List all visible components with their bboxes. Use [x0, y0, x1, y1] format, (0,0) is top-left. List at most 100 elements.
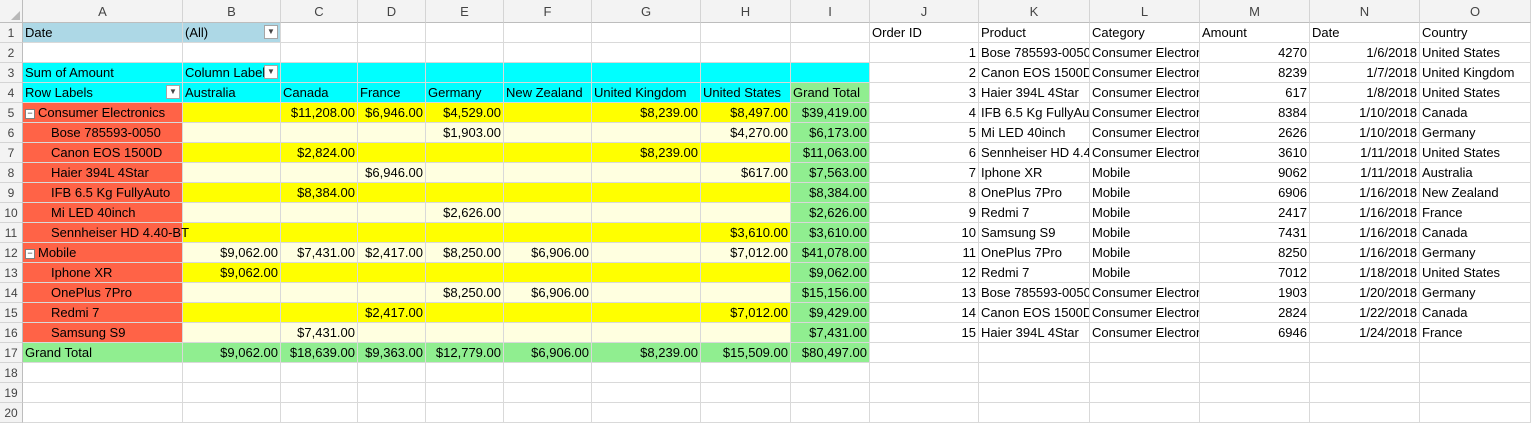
column-header-a[interactable]: A [23, 0, 183, 23]
pivot-row-grand-total[interactable]: $11,063.00 [791, 143, 870, 163]
pivot-header-fill[interactable] [701, 63, 791, 83]
table-header-category[interactable]: Category [1090, 23, 1200, 43]
pivot-value-cell[interactable]: $9,062.00 [183, 263, 281, 283]
pivot-column-grand-total[interactable]: $15,509.00 [701, 343, 791, 363]
grid-cell[interactable] [979, 403, 1090, 423]
row-header-14[interactable]: 14 [0, 283, 23, 303]
pivot-country-header[interactable]: France [358, 83, 426, 103]
filter-dropdown-button[interactable]: ▼ [166, 85, 180, 99]
pivot-value-cell[interactable]: $3,610.00 [701, 223, 791, 243]
table-cell[interactable]: Consumer Electronics [1090, 63, 1200, 83]
pivot-value-cell[interactable] [504, 103, 592, 123]
pivot-value-cell[interactable] [592, 123, 701, 143]
grid-cell[interactable] [1310, 363, 1420, 383]
grid-cell[interactable] [1090, 383, 1200, 403]
grid-cell[interactable] [592, 363, 701, 383]
pivot-header-fill[interactable] [281, 63, 358, 83]
column-header-m[interactable]: M [1200, 0, 1310, 23]
table-cell[interactable]: Consumer Electronics [1090, 103, 1200, 123]
table-cell[interactable]: 8239 [1200, 63, 1310, 83]
pivot-value-cell[interactable] [504, 323, 592, 343]
pivot-value-cell[interactable] [358, 183, 426, 203]
pivot-value-cell[interactable] [183, 203, 281, 223]
pivot-item-label[interactable]: Haier 394L 4Star [23, 163, 183, 183]
table-cell[interactable]: United Kingdom [1420, 63, 1531, 83]
column-header-i[interactable]: I [791, 0, 870, 23]
pivot-row-grand-total[interactable]: $3,610.00 [791, 223, 870, 243]
grid-cell[interactable] [1310, 383, 1420, 403]
pivot-value-cell[interactable]: $6,906.00 [504, 283, 592, 303]
pivot-value-cell[interactable]: $4,270.00 [701, 123, 791, 143]
table-cell[interactable]: 1 [870, 43, 979, 63]
pivot-row-grand-total[interactable]: $15,156.00 [791, 283, 870, 303]
pivot-country-header[interactable]: Australia [183, 83, 281, 103]
table-cell[interactable]: 1/16/2018 [1310, 223, 1420, 243]
row-header-10[interactable]: 10 [0, 203, 23, 223]
table-cell[interactable]: IFB 6.5 Kg FullyAuto [979, 103, 1090, 123]
grid-cell[interactable] [1420, 403, 1531, 423]
pivot-column-grand-total[interactable]: $18,639.00 [281, 343, 358, 363]
column-header-h[interactable]: H [701, 0, 791, 23]
pivot-value-cell[interactable] [426, 263, 504, 283]
grid-cell[interactable] [791, 383, 870, 403]
pivot-grand-total-label[interactable]: Grand Total [23, 343, 183, 363]
table-cell[interactable]: Sennheiser HD 4.40-BT [979, 143, 1090, 163]
row-header-1[interactable]: 1 [0, 23, 23, 43]
table-header-product[interactable]: Product [979, 23, 1090, 43]
pivot-row-grand-total[interactable]: $41,078.00 [791, 243, 870, 263]
pivot-country-header[interactable]: Germany [426, 83, 504, 103]
table-cell[interactable]: OnePlus 7Pro [979, 183, 1090, 203]
table-cell[interactable]: 2417 [1200, 203, 1310, 223]
pivot-value-cell[interactable]: $8,384.00 [281, 183, 358, 203]
pivot-filter-value[interactable]: (All) ▼ [183, 23, 281, 43]
pivot-country-header[interactable]: United Kingdom [592, 83, 701, 103]
grid-cell[interactable] [1200, 403, 1310, 423]
table-cell[interactable]: 1/24/2018 [1310, 323, 1420, 343]
grid-cell[interactable] [281, 43, 358, 63]
table-cell[interactable]: Consumer Electronics [1090, 303, 1200, 323]
pivot-value-cell[interactable] [426, 163, 504, 183]
pivot-value-cell[interactable] [504, 123, 592, 143]
pivot-value-cell[interactable] [504, 143, 592, 163]
table-cell[interactable]: 1/11/2018 [1310, 143, 1420, 163]
grid-cell[interactable] [183, 363, 281, 383]
grid-cell[interactable] [1090, 343, 1200, 363]
row-header-11[interactable]: 11 [0, 223, 23, 243]
column-header-f[interactable]: F [504, 0, 592, 23]
table-cell[interactable]: 8 [870, 183, 979, 203]
pivot-value-cell[interactable] [701, 203, 791, 223]
pivot-value-cell[interactable] [592, 183, 701, 203]
pivot-country-header[interactable]: United States [701, 83, 791, 103]
table-cell[interactable]: Mobile [1090, 263, 1200, 283]
table-cell[interactable]: 15 [870, 323, 979, 343]
grid-cell[interactable] [791, 363, 870, 383]
pivot-value-cell[interactable]: $8,250.00 [426, 283, 504, 303]
grid-cell[interactable] [592, 403, 701, 423]
pivot-value-cell[interactable] [701, 323, 791, 343]
column-header-k[interactable]: K [979, 0, 1090, 23]
table-cell[interactable]: Mobile [1090, 243, 1200, 263]
table-cell[interactable]: 4 [870, 103, 979, 123]
pivot-value-cell[interactable] [183, 103, 281, 123]
pivot-column-grand-total[interactable]: $12,779.00 [426, 343, 504, 363]
table-header-order-id[interactable]: Order ID [870, 23, 979, 43]
table-cell[interactable]: Canon EOS 1500D [979, 63, 1090, 83]
table-cell[interactable]: OnePlus 7Pro [979, 243, 1090, 263]
table-cell[interactable]: Samsung S9 [979, 223, 1090, 243]
table-cell[interactable]: 1903 [1200, 283, 1310, 303]
pivot-value-cell[interactable] [592, 163, 701, 183]
pivot-value-cell[interactable]: $2,824.00 [281, 143, 358, 163]
pivot-value-cell[interactable] [281, 223, 358, 243]
pivot-item-label[interactable]: Bose 785593-0050 [23, 123, 183, 143]
grid-cell[interactable] [979, 383, 1090, 403]
table-cell[interactable]: 6906 [1200, 183, 1310, 203]
table-cell[interactable]: 3610 [1200, 143, 1310, 163]
grid-cell[interactable] [426, 383, 504, 403]
grid-cell[interactable] [504, 363, 592, 383]
pivot-country-header[interactable]: New Zealand [504, 83, 592, 103]
table-cell[interactable]: France [1420, 203, 1531, 223]
pivot-value-cell[interactable]: $8,250.00 [426, 243, 504, 263]
pivot-item-label[interactable]: Canon EOS 1500D [23, 143, 183, 163]
pivot-row-grand-total[interactable]: $2,626.00 [791, 203, 870, 223]
pivot-value-cell[interactable] [701, 183, 791, 203]
